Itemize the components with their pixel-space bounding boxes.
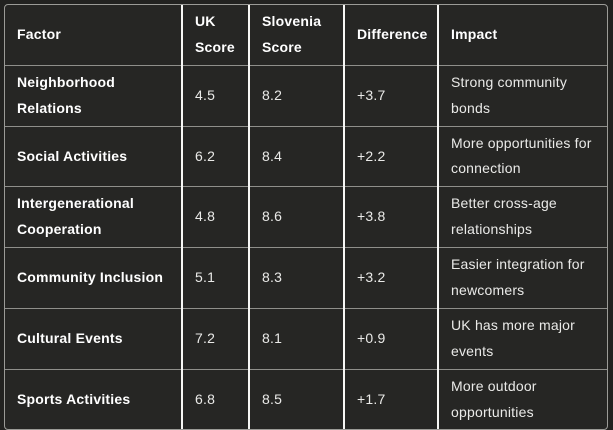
slovenia-score-cell: 8.4	[249, 126, 345, 188]
difference-cell: +3.7	[344, 65, 439, 127]
header-row: Factor UK Score Slovenia Score Differenc…	[5, 5, 607, 66]
difference-cell: +3.2	[344, 247, 439, 309]
factor-cell: Sports Activities	[5, 369, 183, 430]
factor-cell: Community Inclusion	[5, 247, 183, 309]
impact-cell: Better cross-age relationships	[438, 186, 607, 249]
difference-cell: +0.9	[344, 308, 439, 370]
col-header-uk-score: UK Score	[182, 5, 250, 66]
slovenia-score-cell: 8.1	[249, 308, 345, 370]
slovenia-score-cell: 8.2	[249, 65, 345, 127]
uk-slovenia-comparison-table: Factor UK Score Slovenia Score Differenc…	[5, 5, 607, 430]
uk-score-cell: 4.8	[182, 186, 250, 249]
col-header-slovenia-score: Slovenia Score	[249, 5, 345, 66]
slovenia-score-cell: 8.3	[249, 247, 345, 309]
factor-cell: Cultural Events	[5, 308, 183, 370]
difference-cell: +2.2	[344, 126, 439, 188]
uk-score-cell: 6.2	[182, 126, 250, 188]
table-header: Factor UK Score Slovenia Score Differenc…	[5, 5, 607, 66]
comparison-table-container: Factor UK Score Slovenia Score Differenc…	[4, 4, 608, 430]
factor-cell: Intergenerational Cooperation	[5, 186, 183, 249]
impact-cell: More outdoor opportunities	[451, 377, 537, 420]
table-row: Neighborhood Relations 4.5 8.2 +3.7 Stro…	[5, 65, 607, 127]
table-row: Cultural Events 7.2 8.1 +0.9 UK has more…	[5, 308, 607, 370]
factor-cell: Neighborhood Relations	[5, 65, 183, 127]
table-row: Intergenerational Cooperation 4.8 8.6 +3…	[5, 186, 607, 249]
uk-score-cell: 6.8	[182, 369, 250, 430]
table-row: Social Activities 6.2 8.4 +2.2 More oppo…	[5, 126, 607, 188]
col-header-factor: Factor	[5, 5, 183, 66]
difference-cell: +1.7	[344, 369, 439, 430]
impact-cell: Strong community bonds	[438, 65, 607, 127]
uk-score-cell: 4.5	[182, 65, 250, 127]
impact-cell: More opportunities for connection	[438, 126, 607, 188]
table-row: Community Inclusion 5.1 8.3 +3.2 Easier …	[5, 247, 607, 309]
slovenia-score-cell: 8.5	[249, 369, 345, 430]
uk-score-cell: 5.1	[182, 247, 250, 309]
col-header-impact: Impact	[438, 5, 607, 66]
col-header-difference: Difference	[344, 5, 439, 66]
table-row: Sports Activities 6.8 8.5 +1.7 More outd…	[5, 369, 607, 430]
difference-cell: +3.8	[344, 186, 439, 249]
table-body: Neighborhood Relations 4.5 8.2 +3.7 Stro…	[5, 65, 607, 430]
factor-cell: Social Activities	[5, 126, 183, 188]
impact-cell: UK has more major events	[438, 308, 607, 370]
slovenia-score-cell: 8.6	[249, 186, 345, 249]
impact-cell: Easier integration for newcomers	[438, 247, 607, 309]
uk-score-cell: 7.2	[182, 308, 250, 370]
